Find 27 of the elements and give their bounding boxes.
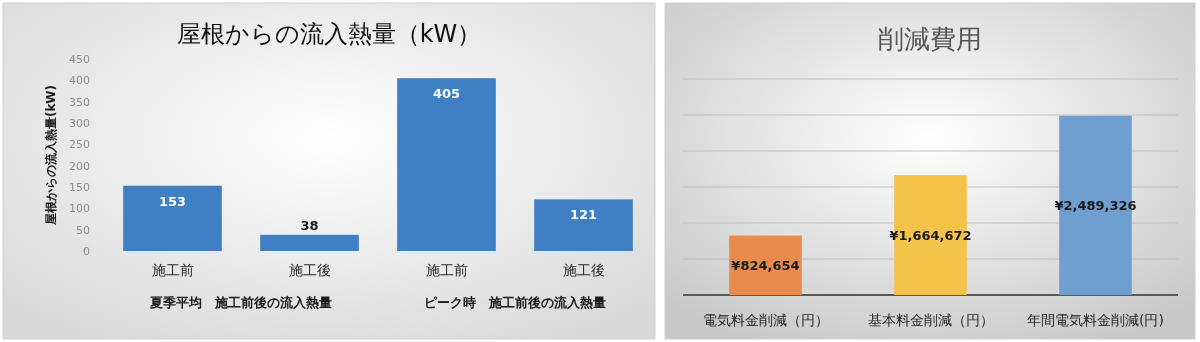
x-tick-label: 施工後 (288, 262, 331, 278)
x-tick-label: 施工前 (425, 262, 468, 278)
chart-title: 屋根からの流入熱量（kW） (176, 20, 482, 48)
data-label: 153 (158, 193, 187, 209)
y-tick-label: 350 (69, 95, 90, 109)
text: 夏季平均 施工前後の流入熱量 (149, 295, 332, 310)
data-label: 121 (569, 207, 598, 223)
x-tick-label: 電気料金削減（円） (702, 312, 829, 328)
x-tick-label: 施工後 (562, 262, 605, 278)
y-tick-label: 200 (69, 159, 90, 173)
y-tick-label: 0 (83, 245, 90, 258)
data-label: ¥824,654 (731, 258, 800, 274)
data-label: 405 (432, 86, 461, 102)
y-tick-label: 50 (76, 223, 90, 237)
y-tick-label: 100 (69, 202, 90, 216)
chart-title: 削減費用 (878, 24, 982, 54)
data-label: 38 (300, 217, 319, 233)
x-tick-label: 施工前 (151, 262, 194, 278)
y-tick-label: 300 (69, 117, 90, 130)
y-axis-title: 屋根からの流入熱量(kW) (44, 84, 58, 227)
x-tick-label: 基本料金削減（円） (867, 312, 994, 328)
y-tick-label: 150 (69, 181, 90, 194)
y-tick-label: 400 (69, 74, 90, 88)
x-tick-label: 年間電気料金削減(円) (1027, 312, 1164, 328)
y-tick-label: 450 (69, 53, 90, 66)
text: ピーク時 施工前後の流入熱量 (424, 295, 606, 310)
y-tick-label: 250 (69, 138, 90, 152)
